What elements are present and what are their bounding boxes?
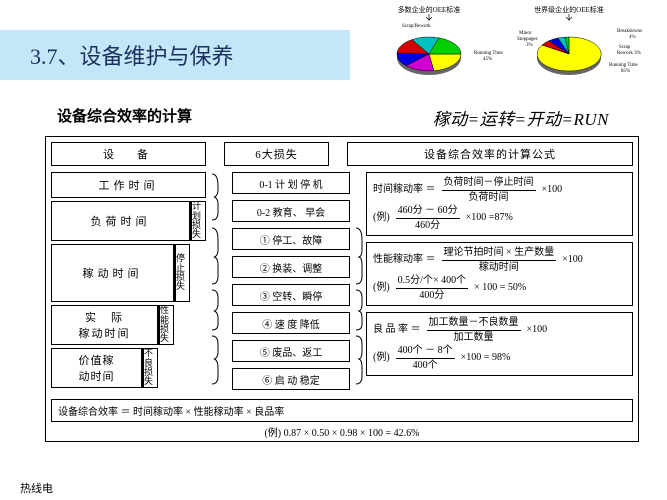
loss-3: ③ 空转、瞬停	[232, 284, 350, 306]
pie-right-caption: 世界级企业的OEE标准	[534, 5, 604, 14]
time-value: 价值稼动时间	[52, 349, 141, 387]
time-operate: 稼动时间	[52, 245, 173, 301]
brace-column-2	[354, 172, 362, 393]
header-box-formula: 设备综合效率的计算公式	[347, 142, 633, 166]
svg-text:Running Time: Running Time	[474, 51, 504, 56]
oee-summary: 设备综合效率 ＝ 时间稼动率 × 性能稼动率 × 良品率	[51, 399, 633, 422]
svg-text:Running Time: Running Time	[609, 63, 639, 68]
pie-charts-region: 多数企业的OEE标准 世界级企业的OEE标准 Running Time 45% …	[359, 4, 659, 89]
formula-column: 时间稼动率 ＝ 负荷时间－停止时间负荷时间 ×100 (例) 460分 － 60…	[366, 172, 633, 393]
svg-text:Rework 3%: Rework 3%	[617, 51, 641, 56]
loss-1: ① 停工、故障	[232, 228, 350, 250]
loss-0-2: 0-2 教育、 早会	[232, 200, 350, 222]
title-text: 3.7、设备维护与保养	[30, 39, 234, 71]
svg-text:Scrap: Scrap	[619, 45, 631, 50]
hotline-text: 热线电	[20, 480, 53, 496]
svg-text:85%: 85%	[621, 69, 630, 74]
oee-formula: 设备综合效率 ＝ 时间稼动率 × 性能稼动率 × 良品率	[58, 403, 284, 418]
heading-left: 设备综合效率的计算	[57, 105, 192, 130]
svg-text:3%: 3%	[526, 43, 533, 48]
formula-perf-rate: 性能稼动率 ＝ 理论节拍时间 × 生产数量稼动时间 ×100 (例) 0.5分/…	[366, 242, 633, 306]
svg-text:Scrap/Rework: Scrap/Rework	[402, 24, 431, 29]
svg-text:45%: 45%	[483, 57, 492, 62]
svg-text:4%: 4%	[629, 35, 636, 40]
outer-box: 设 备 6大损失 设备综合效率的计算公式 工作时间 负荷时间计划损失 稼动时间停…	[45, 136, 639, 442]
loss-defect: 不良损失	[143, 349, 157, 387]
loss-0-1: 0-1 计 划 停 机	[232, 172, 350, 194]
time-column: 工作时间 负荷时间计划损失 稼动时间停止损失 实 际稼动时间性能损失 价值稼动时…	[51, 172, 206, 393]
formula-quality-rate: 良 品 率 ＝ 加工数量－不良数量加工数量 ×100 (例) 400个 － 8个…	[366, 312, 633, 376]
svg-text:Breakdowns: Breakdowns	[617, 29, 642, 34]
pie-charts-svg: 多数企业的OEE标准 世界级企业的OEE标准 Running Time 45% …	[359, 4, 659, 89]
loss-4: ④ 速 度 降低	[232, 312, 350, 334]
loss-6: ⑥ 启 动 稳定	[232, 368, 350, 390]
svg-text:Minor: Minor	[519, 31, 532, 36]
time-actual: 实 际稼动时间	[52, 306, 157, 344]
header-box-equipment: 设 备	[51, 142, 206, 166]
header-box-losses: 6大损失	[224, 142, 329, 166]
brace-column	[210, 172, 218, 393]
title-bar: 3.7、设备维护与保养	[0, 30, 350, 80]
loss-2: ② 换装、调整	[232, 256, 350, 278]
loss-stop: 停止损失	[175, 245, 189, 301]
loss-5: ⑤ 废品、返工	[232, 340, 350, 362]
content-area: 设备综合效率的计算 稼动=运转=开动=RUN 设 备 6大损失 设备综合效率的计…	[45, 105, 639, 478]
time-work: 工作时间	[52, 173, 205, 197]
loss-perf: 性能损失	[159, 306, 173, 344]
formula-time-rate: 时间稼动率 ＝ 负荷时间－停止时间负荷时间 ×100 (例) 460分 － 60…	[366, 172, 633, 236]
loss-plan: 计划损失	[191, 202, 205, 240]
heading-right: 稼动=运转=开动=RUN	[433, 105, 609, 130]
oee-example: (例) 0.87 × 0.50 × 0.98 × 100 = 42.6%	[51, 422, 633, 439]
time-load: 负荷时间	[52, 202, 189, 240]
losses-column: 0-1 计 划 停 机 0-2 教育、 早会 ① 停工、故障 ② 换装、调整 ③…	[222, 172, 350, 393]
pie-left-caption: 多数企业的OEE标准	[398, 5, 461, 14]
svg-text:Stoppages: Stoppages	[517, 37, 538, 42]
